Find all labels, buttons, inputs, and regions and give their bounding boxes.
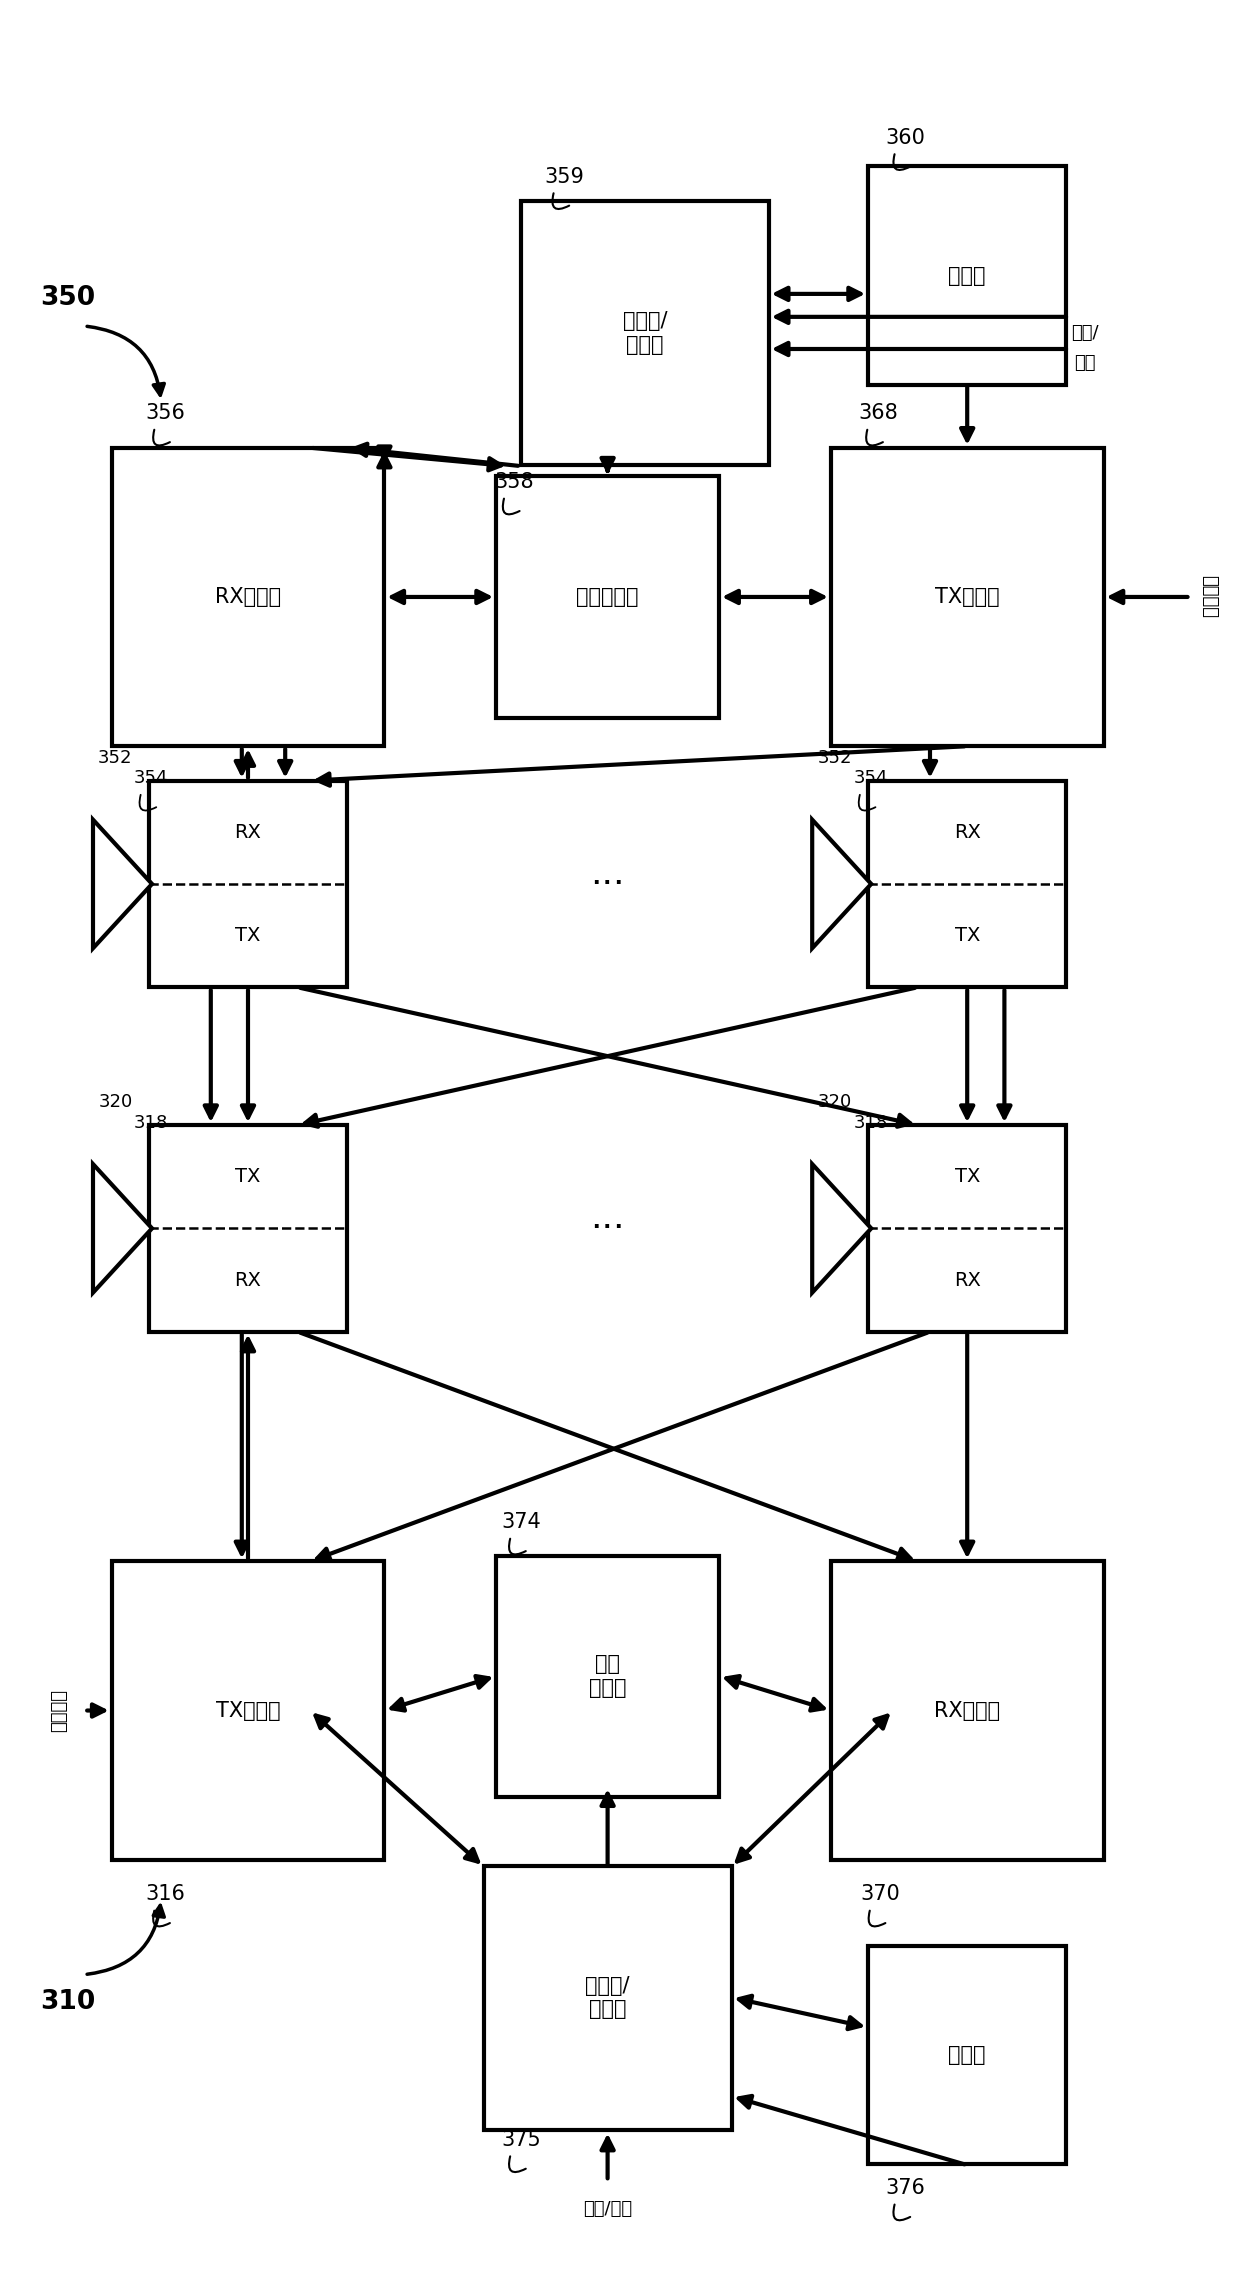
FancyBboxPatch shape	[496, 478, 719, 716]
Text: 375: 375	[501, 2131, 541, 2149]
Text: 控制器/
处理器: 控制器/ 处理器	[622, 312, 667, 354]
Text: TX处理器: TX处理器	[216, 1701, 280, 1720]
Polygon shape	[93, 1164, 153, 1293]
Text: 356: 356	[145, 404, 185, 422]
FancyBboxPatch shape	[868, 1947, 1066, 2163]
Polygon shape	[93, 820, 153, 948]
Text: TX: TX	[236, 1166, 260, 1187]
Text: 控制/数据: 控制/数据	[583, 2200, 632, 2218]
Text: 参考信号: 参考信号	[51, 1690, 68, 1731]
FancyBboxPatch shape	[868, 781, 1066, 987]
Text: 352: 352	[817, 748, 852, 767]
Text: 318: 318	[134, 1114, 169, 1132]
Text: 374: 374	[501, 1513, 541, 1531]
FancyBboxPatch shape	[496, 1557, 719, 1795]
Text: 控制/: 控制/	[1071, 324, 1099, 342]
Text: 310: 310	[41, 1988, 95, 2016]
Text: RX: RX	[954, 1270, 981, 1290]
FancyBboxPatch shape	[831, 1561, 1104, 1860]
Text: 370: 370	[861, 1885, 900, 1903]
Text: RX: RX	[234, 1270, 262, 1290]
Text: RX: RX	[954, 822, 981, 843]
Text: 320: 320	[98, 1093, 133, 1111]
Text: 376: 376	[885, 2179, 925, 2197]
Text: 352: 352	[98, 748, 133, 767]
Text: ···: ···	[590, 1212, 625, 1244]
FancyBboxPatch shape	[112, 1561, 384, 1860]
FancyBboxPatch shape	[149, 781, 347, 987]
FancyBboxPatch shape	[831, 448, 1104, 746]
Text: 控制器/
处理器: 控制器/ 处理器	[585, 1977, 630, 2018]
Text: RX处理器: RX处理器	[934, 1701, 1001, 1720]
Text: 参考信号: 参考信号	[1200, 576, 1218, 618]
Text: 318: 318	[853, 1114, 888, 1132]
FancyBboxPatch shape	[868, 168, 1066, 383]
FancyBboxPatch shape	[521, 202, 769, 464]
Polygon shape	[812, 820, 872, 948]
Text: 316: 316	[145, 1885, 185, 1903]
Text: TX: TX	[955, 925, 980, 946]
Text: 354: 354	[853, 769, 888, 788]
Text: TX处理器: TX处理器	[935, 588, 999, 606]
Text: 368: 368	[858, 404, 898, 422]
Polygon shape	[812, 1164, 872, 1293]
Text: 信道估计器: 信道估计器	[577, 588, 639, 606]
Text: 359: 359	[544, 168, 584, 186]
Text: TX: TX	[236, 925, 260, 946]
FancyBboxPatch shape	[484, 1864, 732, 2131]
Text: 358: 358	[495, 473, 534, 491]
FancyBboxPatch shape	[868, 1125, 1066, 1332]
Text: 数据: 数据	[1074, 354, 1096, 372]
Text: RX: RX	[234, 822, 262, 843]
Text: 320: 320	[817, 1093, 852, 1111]
Text: 360: 360	[885, 129, 925, 147]
Text: TX: TX	[955, 1166, 980, 1187]
Text: 存储器: 存储器	[949, 2046, 986, 2064]
Text: 信道
估计器: 信道 估计器	[589, 1655, 626, 1697]
FancyBboxPatch shape	[112, 448, 384, 746]
Text: RX处理器: RX处理器	[215, 588, 281, 606]
Text: 存储器: 存储器	[949, 266, 986, 285]
FancyBboxPatch shape	[149, 1125, 347, 1332]
Text: 354: 354	[134, 769, 169, 788]
Text: 350: 350	[41, 285, 95, 312]
Text: ···: ···	[590, 868, 625, 900]
